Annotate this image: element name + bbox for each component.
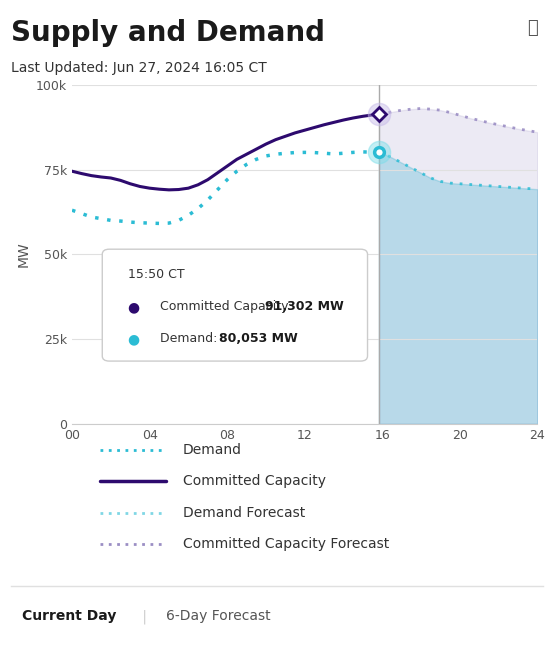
Y-axis label: MW: MW bbox=[17, 241, 30, 267]
Text: 6-Day Forecast: 6-Day Forecast bbox=[166, 610, 271, 623]
Text: ●: ● bbox=[128, 300, 145, 314]
Text: ●: ● bbox=[128, 333, 145, 346]
Text: Demand: Demand bbox=[183, 443, 242, 456]
Text: 80,053 MW: 80,053 MW bbox=[219, 333, 297, 346]
Text: Demand:: Demand: bbox=[161, 333, 222, 346]
Text: 15:50 CT: 15:50 CT bbox=[128, 268, 184, 281]
Text: Demand Forecast: Demand Forecast bbox=[183, 506, 305, 520]
FancyBboxPatch shape bbox=[102, 249, 367, 361]
Text: Current Day: Current Day bbox=[22, 610, 116, 623]
Text: Committed Capacity:: Committed Capacity: bbox=[161, 300, 296, 313]
Text: Supply and Demand: Supply and Demand bbox=[11, 19, 325, 47]
Text: ⧉: ⧉ bbox=[527, 19, 537, 37]
Text: |: | bbox=[138, 609, 152, 624]
Text: Committed Capacity Forecast: Committed Capacity Forecast bbox=[183, 537, 389, 552]
Text: 91,302 MW: 91,302 MW bbox=[265, 300, 344, 313]
Text: Committed Capacity: Committed Capacity bbox=[183, 474, 326, 488]
Text: Last Updated: Jun 27, 2024 16:05 CT: Last Updated: Jun 27, 2024 16:05 CT bbox=[11, 61, 267, 75]
